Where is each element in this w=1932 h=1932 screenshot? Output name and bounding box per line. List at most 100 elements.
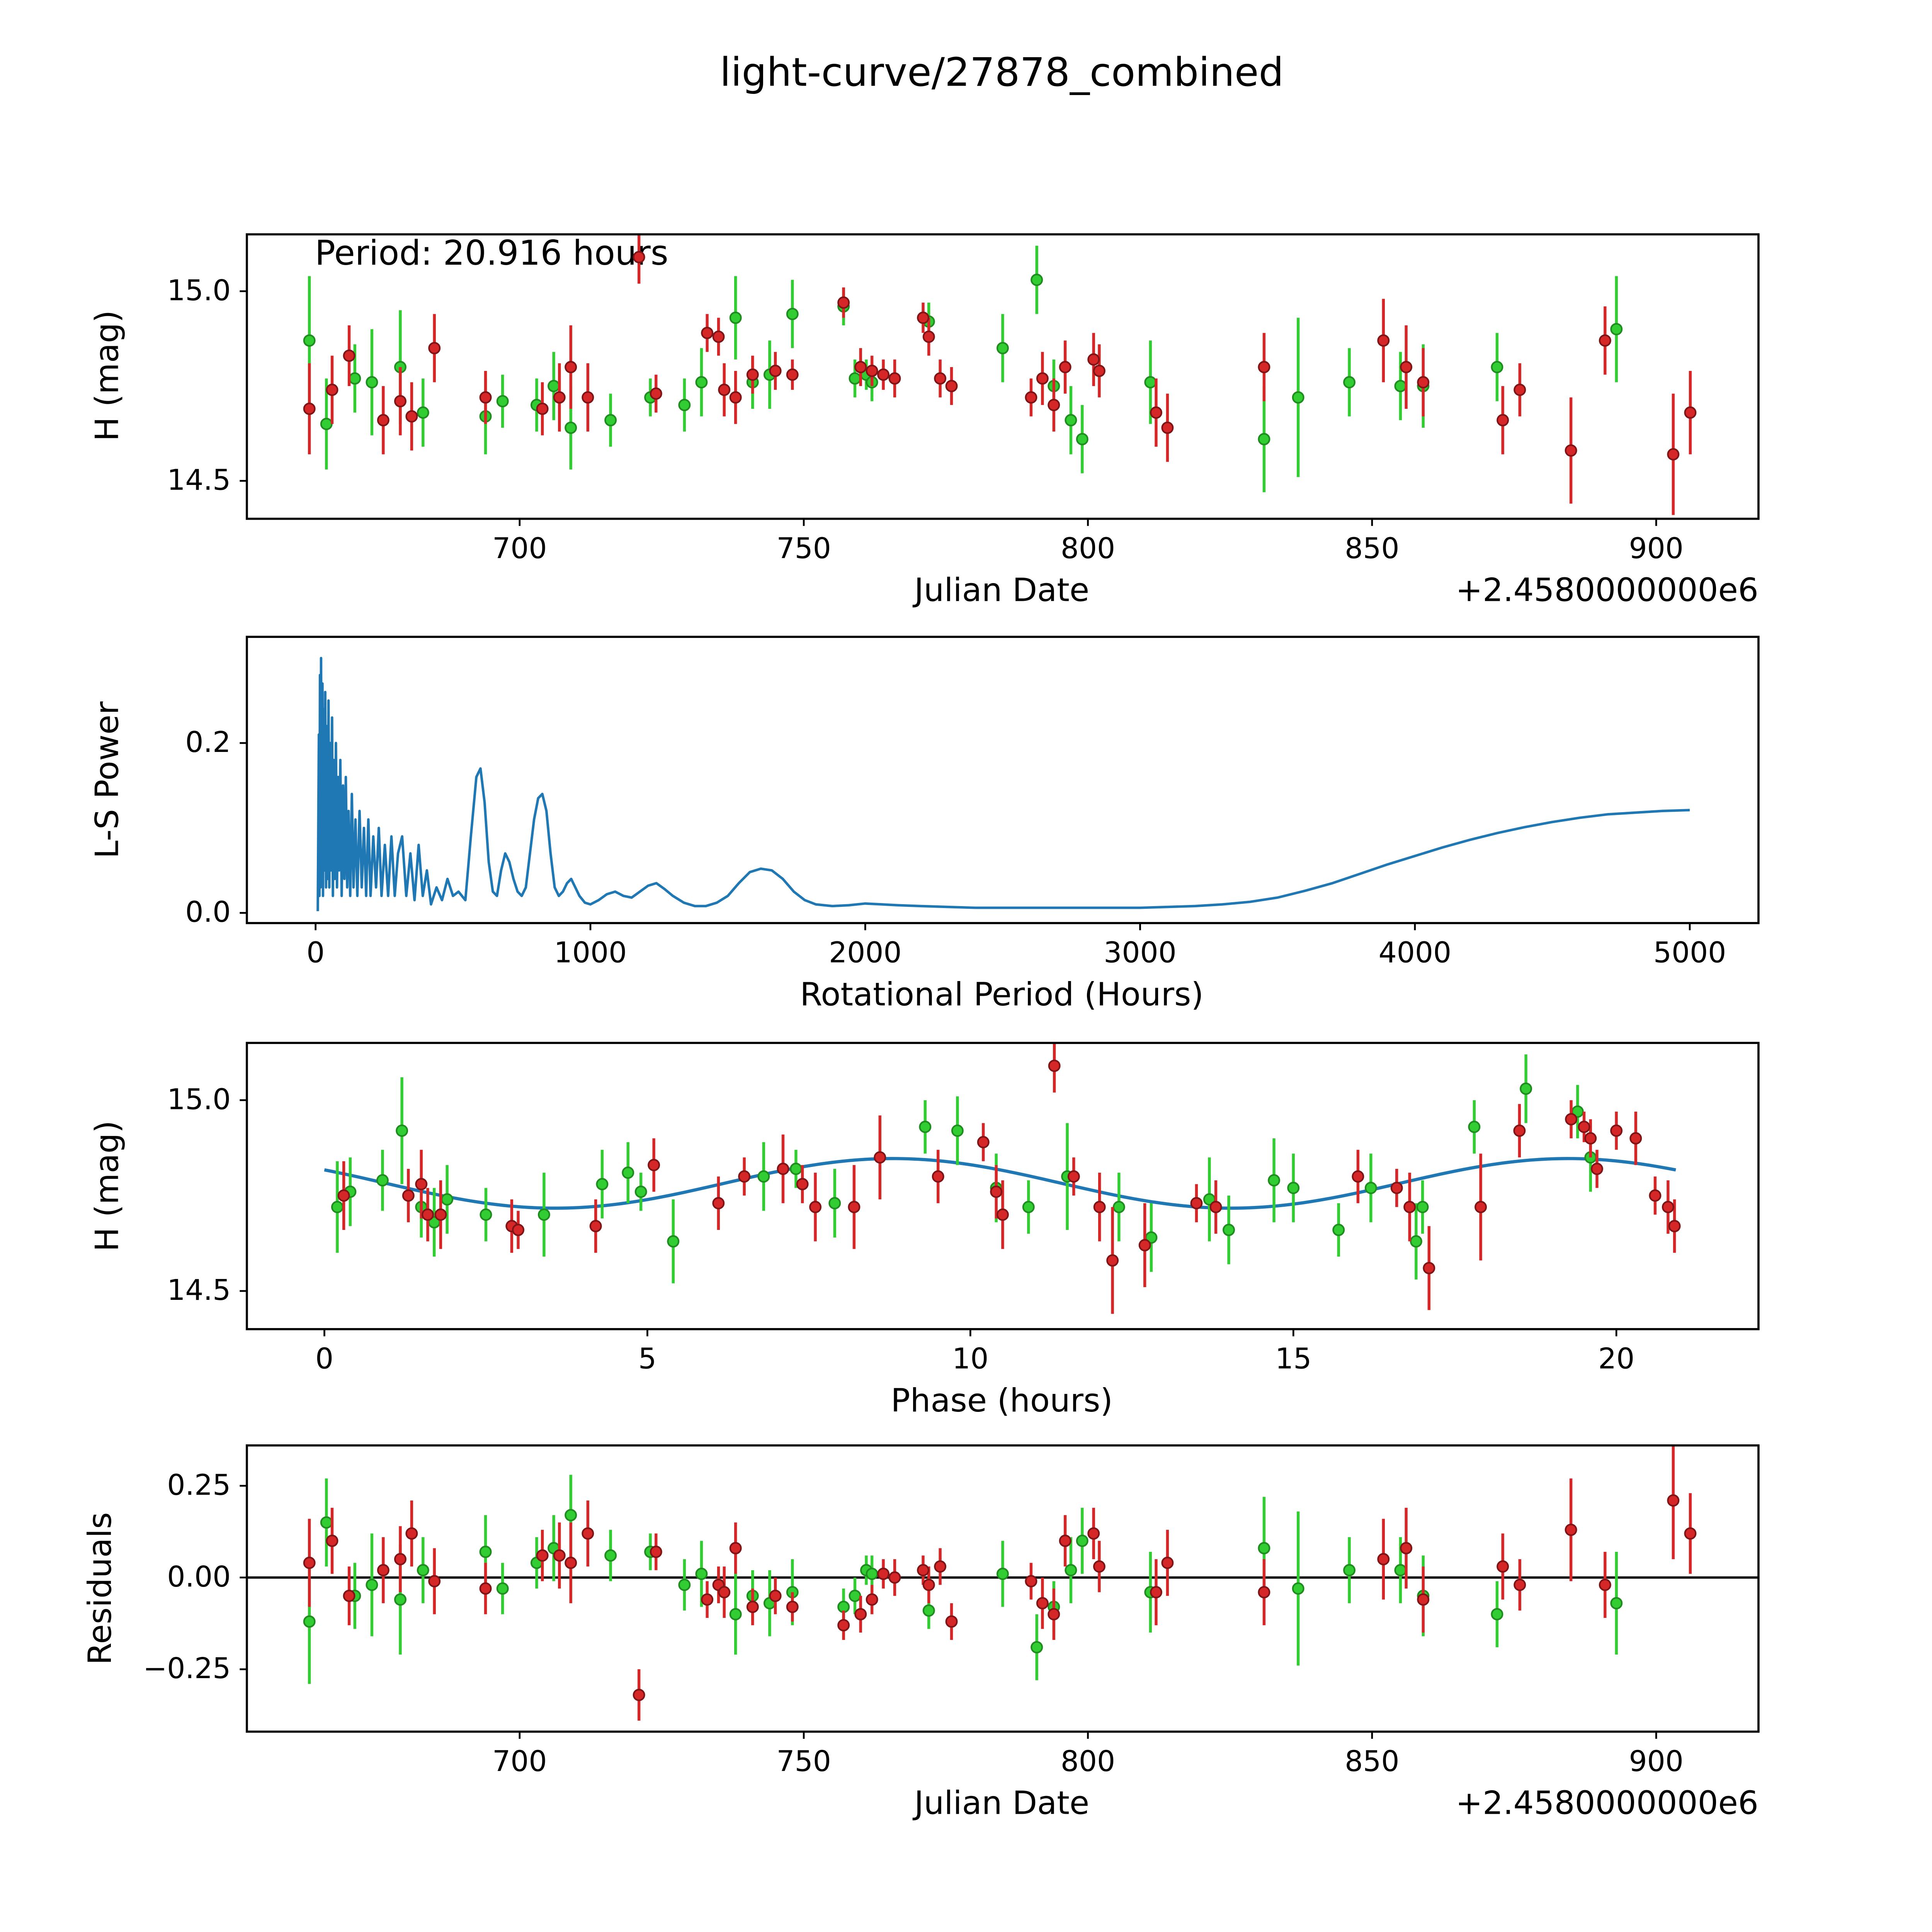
data-point: [1022, 1201, 1035, 1213]
data-point: [1258, 361, 1270, 373]
data-point: [1031, 274, 1043, 286]
lightcurve-plot-area: [303, 234, 1697, 515]
data-point: [1258, 433, 1270, 446]
residuals-ytick-label: 0.00: [167, 1560, 231, 1594]
data-point: [996, 342, 1009, 354]
data-point: [729, 391, 742, 404]
data-point: [769, 1590, 782, 1602]
data-point: [415, 1178, 428, 1190]
data-point: [866, 364, 878, 377]
data-point: [417, 1564, 429, 1577]
data-point: [877, 1568, 890, 1580]
data-point: [866, 1593, 878, 1606]
data-point: [718, 1586, 731, 1599]
data-point: [633, 1689, 645, 1701]
data-point: [1667, 1494, 1680, 1507]
data-point: [874, 1151, 886, 1164]
data-point: [1468, 1121, 1481, 1133]
data-point: [634, 1185, 647, 1198]
data-point: [828, 1197, 841, 1209]
data-point: [888, 1571, 901, 1584]
data-point: [480, 1208, 492, 1221]
fit-curve: [324, 1157, 1676, 1210]
residuals-ytick-label: −0.25: [143, 1652, 231, 1685]
data-point: [1629, 1132, 1642, 1145]
data-point: [377, 1564, 389, 1577]
lightcurve-xlabel: Julian Date: [912, 571, 1089, 609]
data-point: [553, 391, 566, 404]
lightcurve-xtick-label: 850: [1345, 532, 1399, 565]
data-point: [1059, 361, 1071, 373]
data-point: [536, 402, 549, 415]
data-point: [695, 1568, 708, 1580]
residuals-xlabel: Julian Date: [912, 1784, 1089, 1821]
data-point: [738, 1170, 751, 1183]
data-point: [1161, 422, 1174, 434]
data-point: [1292, 391, 1304, 404]
periodogram-xtick-label: 3000: [1104, 936, 1176, 969]
data-point: [1223, 1224, 1235, 1236]
data-point: [769, 364, 782, 377]
data-point: [667, 1235, 680, 1248]
data-point: [1364, 1182, 1377, 1194]
data-point: [701, 327, 714, 339]
data-point: [1377, 1553, 1390, 1566]
data-point: [343, 349, 355, 362]
data-point: [320, 1516, 333, 1529]
data-point: [650, 387, 662, 400]
data-point: [1599, 1578, 1611, 1591]
phased-ytick-label: 14.5: [167, 1274, 231, 1307]
phased-xtick-label: 15: [1275, 1342, 1311, 1376]
phased-series-green-band: [331, 1054, 1597, 1284]
periodogram-xtick-label: 0: [306, 936, 325, 969]
data-point: [1059, 1534, 1071, 1547]
data-point: [428, 342, 441, 354]
data-point: [1610, 323, 1623, 335]
data-point: [848, 1201, 861, 1213]
data-point: [786, 308, 799, 320]
phased-plot-area: [324, 1043, 1681, 1314]
periodogram-xlabel: Rotational Period (Hours): [800, 976, 1204, 1013]
data-point: [1268, 1174, 1281, 1187]
data-point: [1106, 1254, 1119, 1267]
data-point: [1352, 1170, 1364, 1183]
phased-xlabel: Phase (hours): [891, 1382, 1113, 1419]
data-point: [604, 1549, 617, 1562]
data-point: [1093, 1201, 1106, 1213]
data-point: [377, 414, 389, 427]
data-point: [553, 1549, 566, 1562]
phased-ytick-label: 15.0: [167, 1083, 231, 1116]
data-point: [1394, 1564, 1407, 1577]
data-point: [1048, 1608, 1060, 1621]
data-point: [1067, 1170, 1080, 1183]
data-point: [934, 1560, 947, 1573]
data-point: [786, 368, 799, 381]
data-point: [1394, 380, 1407, 393]
data-point: [417, 406, 429, 419]
data-point: [1667, 448, 1680, 461]
data-point: [596, 1178, 609, 1190]
lightcurve-ytick-label: 14.5: [167, 464, 231, 497]
data-point: [1514, 1578, 1526, 1591]
data-point: [866, 1568, 878, 1580]
data-point: [1610, 1124, 1623, 1137]
data-point: [405, 410, 418, 423]
data-point: [633, 251, 645, 264]
panel-residuals: 700 750 800 850 900 −0.25 0.00 0.25: [143, 1444, 1760, 1778]
residuals-xtick-label: 750: [776, 1745, 831, 1778]
lightcurve-xtick-label: 800: [1061, 532, 1115, 565]
data-point: [1423, 1262, 1435, 1274]
data-point: [1209, 1201, 1222, 1213]
data-point: [1087, 1527, 1100, 1540]
phased-xtick-label: 20: [1598, 1342, 1634, 1376]
data-point: [1377, 334, 1390, 347]
data-point: [622, 1166, 634, 1179]
data-point: [1514, 383, 1526, 396]
data-point: [303, 1615, 316, 1628]
data-point: [402, 1189, 415, 1202]
phased-ylabel: H (mag): [88, 1121, 126, 1252]
data-point: [888, 372, 901, 385]
data-point: [303, 334, 316, 347]
residuals-xtick-label: 700: [492, 1745, 547, 1778]
